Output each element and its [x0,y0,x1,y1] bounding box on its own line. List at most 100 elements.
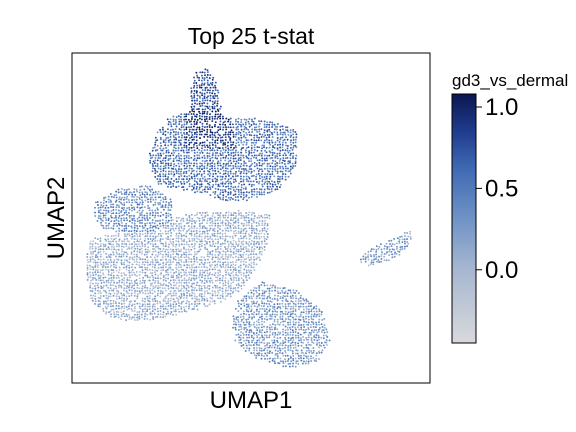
cell-point [263,245,266,248]
cell-point [261,185,264,188]
cell-point [401,248,404,250]
cell-point [245,276,248,279]
cell-point [170,294,173,297]
cell-point [263,325,265,328]
cell-point [310,317,313,320]
cell-point [99,300,102,303]
cell-point [224,239,226,242]
cell-point [96,289,99,292]
cell-point [91,243,94,246]
cell-point [185,149,188,152]
cell-point [99,248,102,251]
cell-point [121,214,124,217]
cell-point [113,313,116,316]
cell-point [219,232,222,235]
cell-point [195,185,198,188]
cell-point [268,346,271,349]
cell-point [217,113,219,116]
cell-point [109,305,112,308]
cell-point [158,300,161,303]
cell-point [294,292,297,294]
cell-point [229,164,232,167]
cell-point [302,329,305,331]
cell-point [190,294,193,297]
cell-point [112,284,115,287]
cell-point [227,216,229,219]
cell-point [211,224,214,227]
cell-point [153,248,156,251]
cell-point [208,183,211,186]
cell-point [264,134,267,137]
cell-point [216,94,219,97]
cell-point [172,120,175,123]
cell-point [252,243,255,246]
cell-point [157,167,160,170]
cell-point [253,190,256,193]
cell-point [240,136,243,139]
cell-point [227,148,230,151]
cell-point [112,279,115,282]
cell-point [209,99,212,102]
cell-point [115,287,118,290]
cell-point [139,201,142,204]
cell-point [162,133,165,136]
cell-point [229,292,232,295]
cell-point [287,318,290,321]
cell-point [154,136,157,139]
cell-point [245,221,248,224]
cell-point [135,270,138,273]
cell-point [123,219,126,222]
cell-point [253,305,256,308]
cell-point [209,97,212,100]
cell-point [130,226,133,229]
cell-point [143,315,146,318]
cell-point [193,253,196,256]
cell-point [138,273,141,276]
cell-point [263,336,266,339]
cell-point [164,204,167,207]
cell-point [230,129,233,132]
cell-point [291,148,294,151]
cell-point [198,186,201,189]
cell-point [274,331,277,334]
cell-point [191,282,194,285]
cell-point [243,169,246,172]
cell-point [214,110,217,113]
cell-point [214,121,217,124]
cell-point [149,200,152,203]
cell-point [183,162,186,165]
cell-point [118,245,121,248]
cell-point [145,253,148,256]
cell-point [237,188,240,191]
cell-point [180,243,183,246]
cell-point [255,134,258,137]
cell-point [206,131,209,133]
cell-point [209,181,211,184]
cell-point [114,200,117,203]
cell-point [268,309,271,312]
cell-point [193,286,196,289]
cell-point [106,299,109,302]
cell-point [217,91,220,94]
cell-point [125,274,128,277]
cell-point [165,227,167,229]
cell-point [242,274,245,277]
cell-point [266,187,269,190]
cell-point [125,229,128,232]
cell-point [182,300,185,303]
cell-point [242,333,245,336]
cell-point [265,177,268,180]
cell-point [252,261,255,264]
cell-point [251,339,253,342]
cell-point [258,292,261,295]
cell-point [198,287,201,290]
cell-point [214,242,217,245]
cell-point [263,191,266,194]
cell-point [390,239,393,242]
cell-point [279,125,282,128]
cell-point [271,170,274,173]
cell-point [159,313,162,316]
cell-point [224,281,227,284]
cell-point [240,307,242,310]
cell-point [206,255,209,258]
